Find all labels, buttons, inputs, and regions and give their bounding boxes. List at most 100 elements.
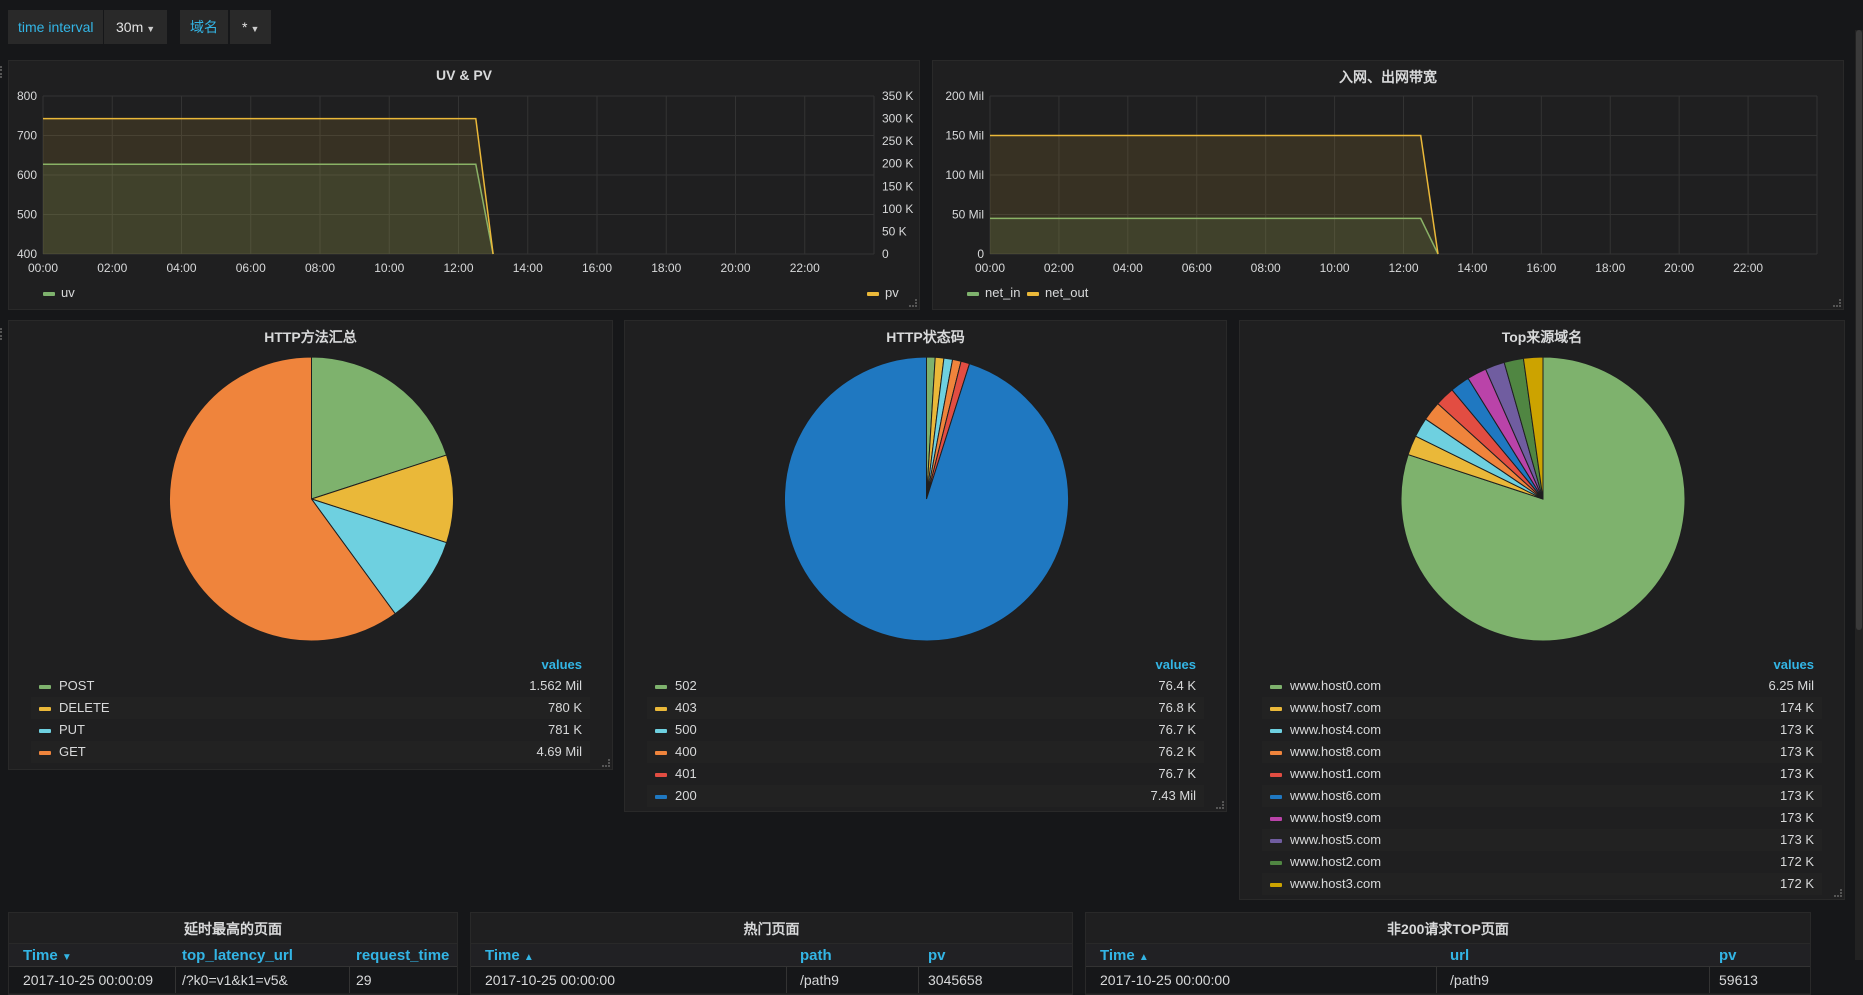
legend-label: POST	[39, 675, 94, 697]
legend-label: www.host5.com	[1270, 829, 1381, 851]
legend-row[interactable]: DELETE 780 K	[31, 697, 590, 719]
series-line-net_in	[990, 217, 1439, 255]
series-line-pv	[43, 117, 494, 255]
pie-legend: values www.host0.com 6.25 Mil www.host7.com…	[1262, 655, 1822, 895]
legend-item-net-out[interactable]: net_out	[1027, 285, 1088, 300]
legend-row[interactable]: 500 76.7 K	[647, 719, 1204, 741]
legend-item-pv[interactable]: pv	[867, 285, 899, 300]
legend-label: net_out	[1045, 285, 1089, 300]
legend-row[interactable]: www.host1.com 173 K	[1262, 763, 1822, 785]
x-tick-label: 10:00	[1320, 261, 1350, 275]
panel-resize-handle[interactable]	[1833, 299, 1841, 307]
legend-swatch	[43, 291, 55, 296]
series-area-uv	[43, 164, 494, 254]
domain-select[interactable]: * ▼	[230, 10, 272, 44]
legend-swatch	[655, 706, 667, 711]
values-column-header[interactable]: values	[541, 657, 582, 672]
y-tick-label: 400	[17, 247, 37, 261]
row-drag-handle[interactable]	[0, 328, 5, 340]
legend-row[interactable]: www.host5.com 173 K	[1262, 829, 1822, 851]
column-header-pv[interactable]: pv	[1719, 947, 1737, 964]
hot-pages-panel: 热门页面 Time ▲ path pv 2017-10-25 00:00:00 …	[470, 912, 1073, 995]
legend-row[interactable]: www.host0.com 6.25 Mil	[1262, 675, 1822, 697]
bandwidth-graph[interactable]: 200 Mil 150 Mil 100 Mil 50 Mil 000:00 02:00 04…	[933, 61, 1845, 291]
panel-title: UV & PV	[435, 67, 492, 83]
table-header: Time ▼ top_latency_url request_time	[9, 943, 457, 967]
x-tick-label: 16:00	[1526, 261, 1556, 275]
y-tick-label: 100 Mil	[945, 168, 984, 182]
y-tick-label: 0	[977, 247, 984, 261]
legend-row[interactable]: www.host6.com 173 K	[1262, 785, 1822, 807]
legend-row[interactable]: POST 1.562 Mil	[31, 675, 590, 697]
x-tick-label: 12:00	[1388, 261, 1418, 275]
column-separator	[1709, 967, 1710, 993]
uv-pv-graph[interactable]: 800 700 600 500 400 350 K 300 K 250 K 200 K 150 K…	[9, 61, 921, 291]
legend-item-uv[interactable]: uv	[43, 285, 75, 300]
legend-row[interactable]: 401 76.7 K	[647, 763, 1204, 785]
legend-item-net-in[interactable]: net_in	[967, 285, 1020, 300]
panel-title: HTTP状态码	[886, 329, 965, 345]
x-tick-label: 06:00	[1182, 261, 1212, 275]
x-tick-label: 00:00	[28, 261, 58, 275]
legend-value: 76.7 K	[1158, 722, 1196, 737]
column-header-path[interactable]: path	[800, 947, 832, 964]
legend-row[interactable]: www.host4.com 173 K	[1262, 719, 1822, 741]
pie-slice-DELETE	[309, 454, 454, 544]
cell-url: /?k0=v1&k1=v5&	[182, 972, 288, 988]
page-scrollbar-thumb[interactable]	[1856, 30, 1862, 630]
http-methods-pie[interactable]	[9, 321, 614, 651]
time-interval-select[interactable]: 30m ▼	[104, 10, 168, 44]
latency-table-panel: 延时最高的页面 Time ▼ top_latency_url request_t…	[8, 912, 458, 995]
domain-value: *	[242, 19, 248, 35]
legend-label: 500	[655, 719, 697, 741]
legend-row[interactable]: www.host8.com 173 K	[1262, 741, 1822, 763]
column-header-time[interactable]: Time ▼	[23, 944, 72, 970]
panel-resize-handle[interactable]	[1216, 801, 1224, 809]
panel-resize-handle[interactable]	[1834, 889, 1842, 897]
x-tick-label: 08:00	[305, 261, 335, 275]
legend-label: www.host7.com	[1270, 697, 1381, 719]
legend-label: PUT	[39, 719, 85, 741]
y-right-tick-label: 200 K	[882, 157, 913, 171]
column-header-time[interactable]: Time ▲	[1100, 944, 1149, 970]
x-tick-label: 22:00	[1733, 261, 1763, 275]
legend-swatch	[967, 291, 979, 296]
column-header-pv[interactable]: pv	[928, 947, 946, 964]
values-column-header[interactable]: values	[1773, 657, 1814, 672]
values-column-header[interactable]: values	[1155, 657, 1196, 672]
legend-swatch	[1270, 750, 1282, 755]
legend-row[interactable]: 400 76.2 K	[647, 741, 1204, 763]
legend-row[interactable]: 502 76.4 K	[647, 675, 1204, 697]
y-right-tick-label: 150 K	[882, 179, 913, 193]
cell-time: 2017-10-25 00:00:09	[23, 972, 153, 988]
cell-path: /path9	[800, 972, 839, 988]
panel-resize-handle[interactable]	[909, 299, 917, 307]
column-header-time[interactable]: Time ▲	[485, 944, 534, 970]
top-domains-pie[interactable]	[1240, 321, 1846, 651]
non200-table: Time ▲ url pv 2017-10-25 00:00:00 /path9…	[1086, 943, 1810, 993]
column-header-request-time[interactable]: request_time	[356, 947, 450, 964]
column-header-label: Time	[1100, 947, 1135, 964]
legend-swatch	[39, 684, 51, 689]
x-tick-label: 20:00	[720, 261, 750, 275]
cell-time: 2017-10-25 00:00:00	[485, 972, 615, 988]
http-status-pie[interactable]	[625, 321, 1228, 651]
legend-row[interactable]: PUT 781 K	[31, 719, 590, 741]
legend-swatch	[655, 794, 667, 799]
legend-row[interactable]: www.host2.com 172 K	[1262, 851, 1822, 873]
panel-resize-handle[interactable]	[602, 759, 610, 767]
legend-row[interactable]: 200 7.43 Mil	[647, 785, 1204, 807]
legend-row[interactable]: www.host7.com 174 K	[1262, 697, 1822, 719]
legend-row[interactable]: www.host3.com 172 K	[1262, 873, 1822, 895]
x-tick-label: 18:00	[651, 261, 681, 275]
legend-row[interactable]: www.host9.com 173 K	[1262, 807, 1822, 829]
column-header-url[interactable]: top_latency_url	[182, 947, 293, 964]
legend-row[interactable]: GET 4.69 Mil	[31, 741, 590, 763]
series-area-net_in	[990, 218, 1438, 254]
bandwidth-panel: 入网、出网带宽 200 Mil 150 Mil 100 Mil 50 Mil 0 00:0…	[932, 60, 1844, 310]
legend-label: 403	[655, 697, 697, 719]
legend-row[interactable]: 403 76.8 K	[647, 697, 1204, 719]
column-header-url[interactable]: url	[1450, 947, 1470, 964]
row-drag-handle[interactable]	[0, 66, 5, 78]
pie-slice-200	[784, 356, 1069, 642]
